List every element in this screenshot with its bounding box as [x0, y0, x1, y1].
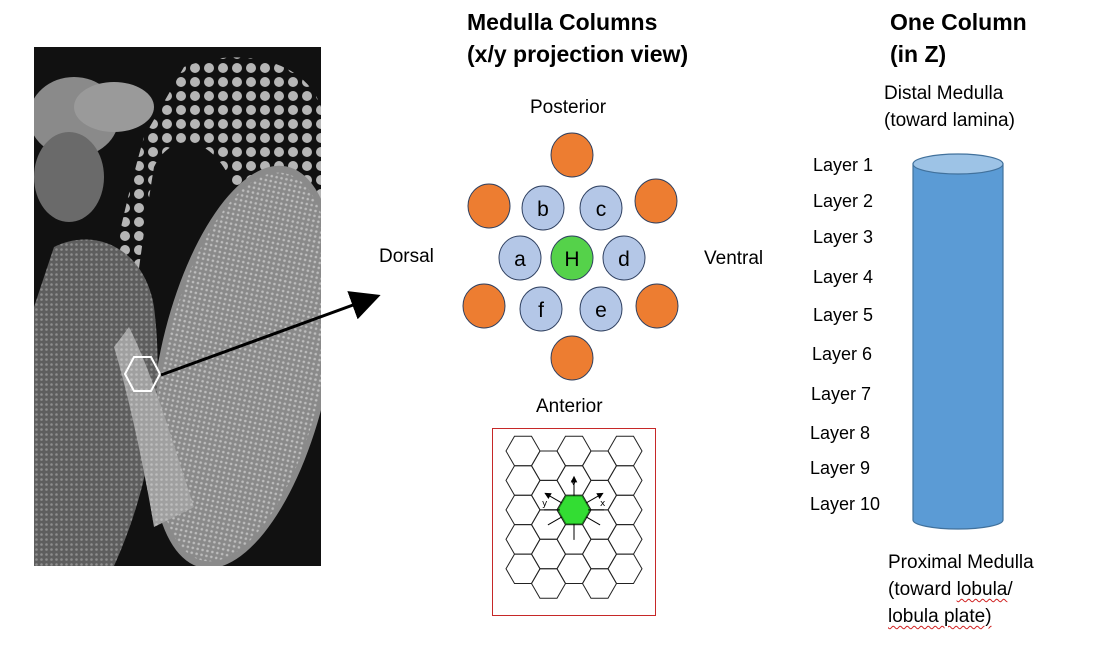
hex-cell [583, 569, 617, 598]
anterior-label: Anterior [536, 395, 603, 419]
axis-v-label: v [571, 478, 577, 488]
axis-y-label: y [542, 499, 548, 509]
hex-cell [532, 539, 566, 569]
axis-arrowhead [545, 493, 551, 498]
pointer-arrow [161, 297, 375, 375]
ventral-label: Ventral [704, 247, 763, 271]
layer-label: Layer 1 [813, 155, 873, 176]
column-home-label: H [564, 248, 579, 271]
layer-label: Layer 9 [810, 458, 870, 479]
column-e-label: e [595, 299, 607, 322]
outer-column-bottom-left [463, 284, 505, 328]
axis-ray [586, 517, 600, 525]
layer-label: Layer 8 [810, 423, 870, 444]
hex-cell [506, 495, 540, 524]
distal-medulla-label: Distal Medulla (toward lamina) [884, 80, 1015, 134]
hex-cell [608, 495, 642, 524]
column-cylinder [913, 154, 1003, 529]
cylinder-body [913, 164, 1003, 529]
proximal-line2-lobula: lobula [957, 579, 1008, 600]
layer-label: Layer 10 [810, 494, 880, 515]
column-c-label: c [596, 198, 607, 221]
column-hexagon-marker [125, 357, 160, 391]
outer-column-bottom [551, 336, 593, 380]
layer-label: Layer 3 [813, 227, 873, 248]
outer-column-top-left [468, 184, 510, 228]
hex-cell [506, 554, 540, 583]
hex-cell [506, 436, 540, 465]
hex-cell [506, 525, 540, 555]
layer-label: Layer 4 [813, 267, 873, 288]
posterior-label: Posterior [530, 96, 606, 120]
hex-cell [532, 451, 566, 480]
axis-arrowhead [597, 493, 603, 498]
hex-cell [506, 466, 540, 496]
layer-label: Layer 7 [811, 384, 871, 405]
axis-ray [548, 517, 562, 525]
hex-cell [557, 554, 591, 583]
hex-cell [608, 436, 642, 465]
hex-cell [583, 539, 617, 569]
one-column-heading-line1: One Column [890, 6, 1027, 38]
dorsal-label: Dorsal [379, 245, 434, 269]
hex-grid-inset: v y x [492, 428, 656, 616]
proximal-line3-text: lobula plate) [888, 606, 992, 627]
column-b-label: b [537, 198, 549, 221]
outer-column-top [551, 133, 593, 177]
hex-cell [557, 436, 591, 465]
proximal-line2-prefix: (toward [888, 579, 957, 600]
proximal-line1: Proximal Medulla [888, 549, 1034, 576]
column-d-label: d [618, 248, 630, 271]
distal-line2: (toward lamina) [884, 107, 1015, 134]
medulla-columns-heading: Medulla Columns (x/y projection view) [467, 6, 688, 70]
distal-line1: Distal Medulla [884, 80, 1015, 107]
layer-label: Layer 2 [813, 191, 873, 212]
column-f-label: f [538, 299, 544, 322]
hex-cell [532, 569, 566, 598]
axis-x-label: x [600, 499, 606, 509]
outer-column-top-right [635, 179, 677, 223]
proximal-line2: (toward lobula/ [888, 576, 1034, 603]
hex-cell [608, 466, 642, 496]
one-column-heading: One Column (in Z) [890, 6, 1027, 70]
hex-cell [608, 554, 642, 583]
hex-cell [583, 451, 617, 480]
medulla-heading-line1: Medulla Columns [467, 6, 688, 38]
one-column-heading-line2: (in Z) [890, 38, 1027, 70]
layer-label: Layer 5 [813, 305, 873, 326]
layer-label: Layer 6 [812, 344, 872, 365]
hex-cell [608, 525, 642, 555]
column-a-label: a [514, 248, 526, 271]
proximal-medulla-label: Proximal Medulla (toward lobula/ lobula … [888, 549, 1034, 630]
hex-grid-svg: v y x [493, 429, 655, 615]
proximal-line3: lobula plate) [888, 603, 1034, 630]
cylinder-top [913, 154, 1003, 174]
medulla-heading-line2: (x/y projection view) [467, 38, 688, 70]
proximal-line2-slash: / [1007, 579, 1012, 600]
outer-column-bottom-right [636, 284, 678, 328]
